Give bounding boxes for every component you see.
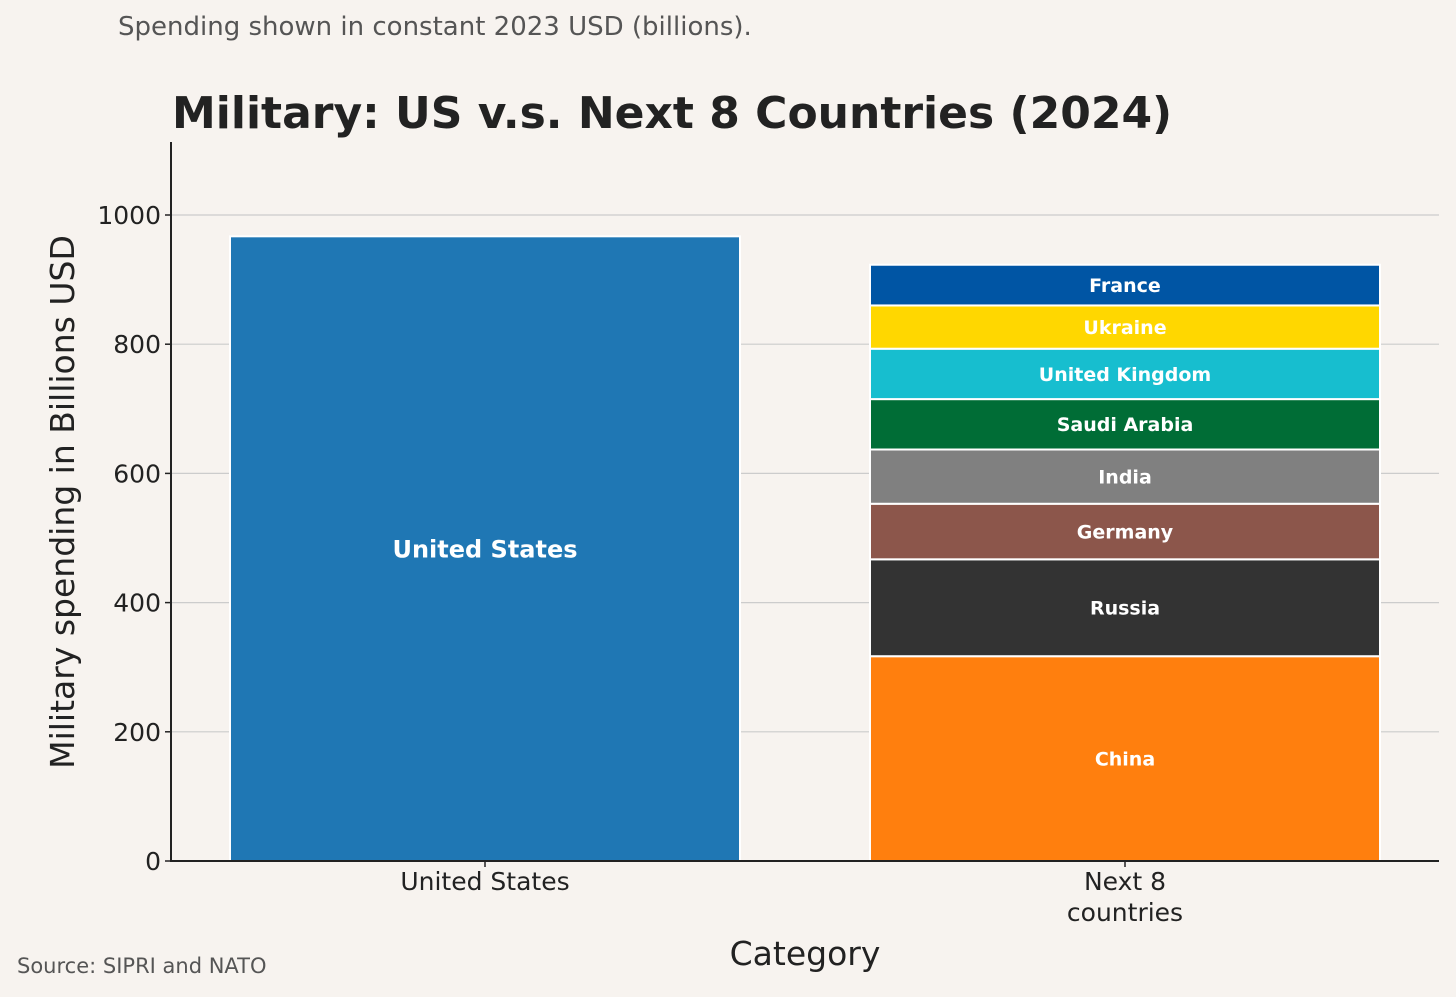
x-axis-ticks: United States Next 8 countries xyxy=(400,861,1183,927)
bar-segment-ukraine xyxy=(869,304,1381,350)
bars: United States China Russia Germany India Saud… xyxy=(229,235,1381,863)
bar-segment-russia xyxy=(869,558,1381,658)
segment-label: Russia xyxy=(1090,598,1160,620)
segment-label: China xyxy=(1095,748,1155,770)
x-axis-title: Category xyxy=(730,934,881,973)
x-tick-label: Next 8 countries xyxy=(1067,867,1183,927)
y-tick-label: 800 xyxy=(113,330,161,359)
y-tick-label: 400 xyxy=(113,589,161,618)
segment-label: United Kingdom xyxy=(1039,364,1211,386)
segment-label: Germany xyxy=(1077,521,1174,543)
source-note: Source: SIPRI and NATO xyxy=(17,954,267,978)
bar-segment-united-states xyxy=(229,235,741,862)
chart-title: Military: US v.s. Next 8 Countries (2024… xyxy=(172,88,1172,139)
x-tick-label: United States xyxy=(400,867,569,896)
segment-label: India xyxy=(1098,466,1152,488)
y-axis-title: Military spending in Billions USD xyxy=(43,235,82,769)
y-axis-ticks: 0 200 400 600 800 1000 xyxy=(97,201,171,876)
y-tick-label: 600 xyxy=(113,459,161,488)
bar-segment-china xyxy=(869,655,1381,863)
y-tick-label: 0 xyxy=(145,847,161,876)
segment-label: Ukraine xyxy=(1083,317,1166,339)
segment-label: United States xyxy=(392,535,577,563)
bar-segment-india xyxy=(869,448,1381,505)
segment-label: Saudi Arabia xyxy=(1057,414,1194,436)
y-tick-label: 200 xyxy=(113,718,161,747)
y-tick-label: 1000 xyxy=(97,201,161,230)
segment-label: France xyxy=(1089,275,1161,297)
chart-subtitle: Spending shown in constant 2023 USD (bil… xyxy=(118,12,752,42)
bar-segment-france xyxy=(869,263,1381,307)
